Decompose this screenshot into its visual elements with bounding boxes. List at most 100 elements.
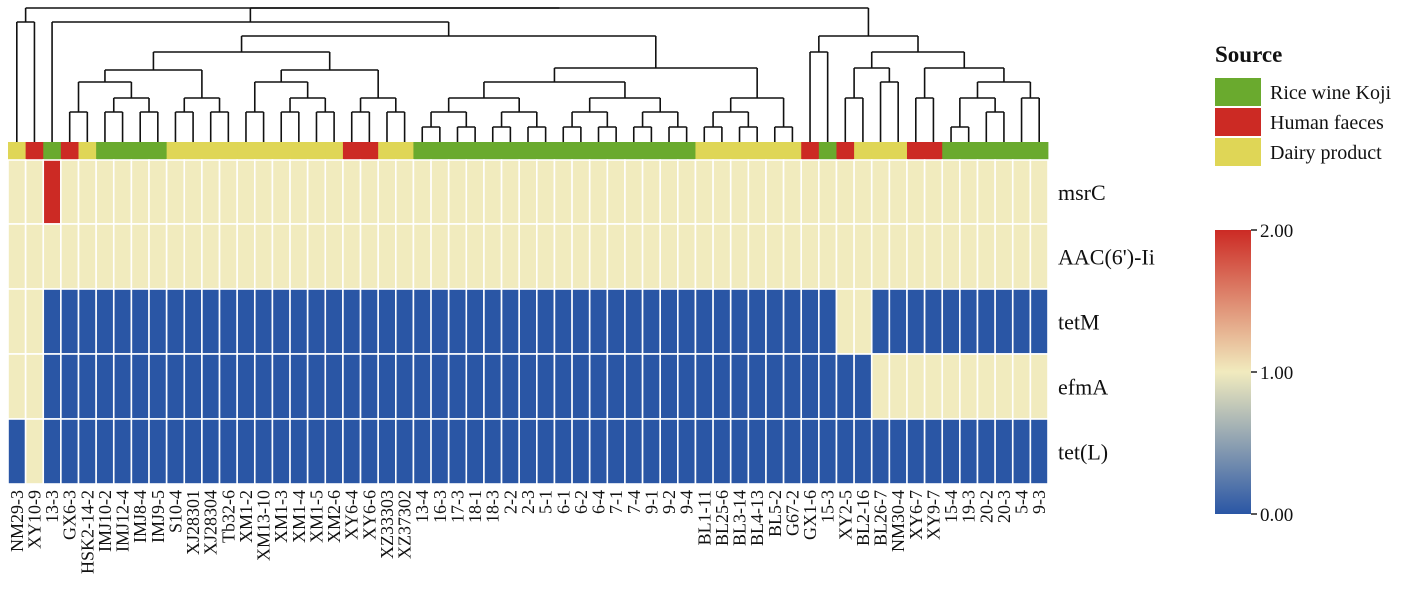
heatmap-cell (359, 223, 379, 290)
source-cell (184, 142, 203, 160)
heatmap-cell (42, 223, 62, 290)
heatmap-cell (394, 288, 415, 355)
heatmap-cell (7, 159, 27, 225)
strain-label: 9-1 (641, 490, 661, 514)
heatmap-cell (289, 223, 309, 290)
strain-label: XM1-2 (236, 490, 256, 543)
column-dendrogram (16, 7, 1040, 142)
heatmap-cell (694, 418, 714, 485)
strain-label: 20-2 (976, 490, 996, 523)
heatmap-cell (588, 288, 609, 355)
heatmap-cell (430, 353, 450, 420)
heatmap-cell (24, 418, 45, 485)
source-cell (166, 142, 185, 160)
source-cell (854, 142, 873, 160)
source-cell (413, 142, 432, 160)
heatmap-cells (7, 159, 1049, 485)
color-scale-tick-label: 0.00 (1260, 505, 1293, 526)
strain-label: XY9-7 (923, 490, 943, 540)
heatmap-cell (765, 223, 785, 290)
strain-label: XJ28304 (201, 490, 221, 555)
heatmap-cell (712, 159, 732, 225)
strain-label: XM1-3 (271, 490, 291, 543)
heatmap-cell (24, 223, 45, 290)
heatmap-cell (606, 353, 626, 420)
heatmap-cell (412, 353, 432, 420)
heatmap-cell (359, 159, 379, 225)
heatmap-cell (60, 223, 80, 290)
strain-label: BL3-14 (730, 490, 750, 546)
source-cell (254, 142, 273, 160)
strain-label: 18-3 (483, 490, 503, 523)
heatmap-cell (95, 223, 115, 290)
heatmap-cell (853, 288, 873, 355)
heatmap-cell (447, 223, 468, 290)
heatmap-cell (218, 418, 238, 485)
heatmap-cell (941, 159, 961, 225)
heatmap-cell (483, 159, 503, 225)
heatmap-cell (606, 288, 626, 355)
heatmap-cell (148, 353, 168, 420)
heatmap-cell (42, 288, 62, 355)
heatmap-cell (253, 418, 274, 485)
strain-label: NM29-3 (7, 490, 27, 552)
heatmap-cell (818, 223, 838, 290)
heatmap-cell (641, 159, 662, 225)
heatmap-cell (201, 353, 221, 420)
heatmap-cell (500, 288, 520, 355)
strain-label: XY6-7 (906, 490, 926, 540)
heatmap-cell (377, 353, 397, 420)
source-cell (730, 142, 749, 160)
heatmap-cell (694, 159, 714, 225)
strain-label: 7-1 (606, 490, 626, 514)
strain-label: XM2-6 (324, 490, 344, 543)
gene-label: tetM (1058, 310, 1100, 335)
heatmap-cell (835, 223, 855, 290)
heatmap-cell (112, 159, 133, 225)
heatmap-cell (42, 418, 62, 485)
heatmap-cell (148, 288, 168, 355)
heatmap-cell (148, 223, 168, 290)
heatmap-cell (24, 353, 45, 420)
heatmap-cell (994, 418, 1014, 485)
heatmap-cell (377, 159, 397, 225)
heatmap-cell (835, 288, 855, 355)
heatmap-cell (782, 288, 803, 355)
heatmap-cell (923, 288, 944, 355)
heatmap-cell (835, 418, 855, 485)
heatmap-cell (324, 353, 344, 420)
source-cell (448, 142, 467, 160)
source-cell (272, 142, 291, 160)
heatmap-cell (324, 288, 344, 355)
heatmap-cell (218, 159, 238, 225)
heatmap-cell (712, 223, 732, 290)
source-cell (554, 142, 573, 160)
heatmap-cell (1029, 223, 1049, 290)
heatmap-cell (271, 288, 291, 355)
heatmap-cell (800, 159, 820, 225)
source-cell (431, 142, 450, 160)
heatmap-cell (201, 223, 221, 290)
heatmap-cell (500, 418, 520, 485)
heatmap-cell (24, 159, 45, 225)
heatmap-cell (518, 288, 538, 355)
heatmap-cell (765, 288, 785, 355)
heatmap-cell (500, 223, 520, 290)
heatmap-cell (782, 353, 803, 420)
heatmap-cell (888, 223, 908, 290)
heatmap-cell (536, 159, 556, 225)
heatmap-cell (729, 288, 750, 355)
heatmap-cell (747, 288, 767, 355)
heatmap-cell (588, 223, 609, 290)
strain-label: 6-1 (553, 490, 573, 514)
legend-entry-label: Dairy product (1270, 142, 1382, 164)
strain-label: BL25-6 (712, 490, 732, 546)
heatmap-cell (747, 223, 767, 290)
source-cell (290, 142, 309, 160)
heatmap-cell (870, 159, 891, 225)
source-cell (959, 142, 978, 160)
heatmap-cell (959, 223, 979, 290)
source-annotation-bar (8, 142, 1049, 160)
strain-label: XJ28301 (183, 490, 203, 555)
heatmap-cell (765, 353, 785, 420)
